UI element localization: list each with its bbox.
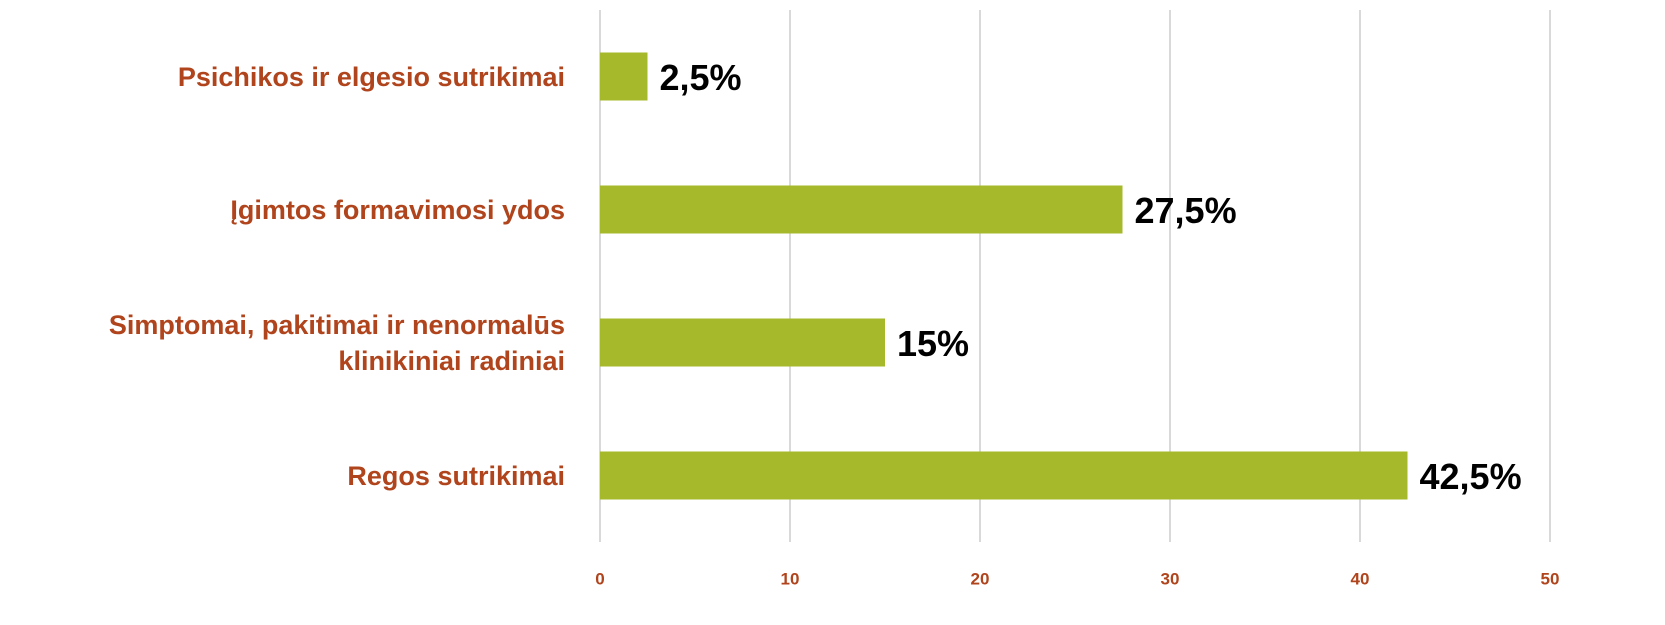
value-label: 42,5% [1420, 456, 1522, 497]
category-label: Regos sutrikimai [347, 460, 565, 491]
x-tick-label: 10 [781, 569, 800, 588]
x-tick-label: 20 [971, 569, 990, 588]
bar [600, 451, 1408, 500]
value-label: 27,5% [1135, 190, 1237, 231]
bar [600, 318, 885, 367]
value-label: 15% [897, 323, 969, 364]
x-tick-label: 50 [1541, 569, 1560, 588]
x-tick-label: 40 [1351, 569, 1370, 588]
bar [600, 185, 1123, 234]
category-label: Psichikos ir elgesio sutrikimai [177, 61, 565, 92]
x-tick-label: 0 [595, 569, 604, 588]
bar [600, 52, 648, 101]
category-label: Simptomai, pakitimai ir nenormalūs klini… [108, 309, 565, 376]
x-tick-label: 30 [1161, 569, 1180, 588]
category-label: Įgimtos formavimosi ydos [230, 194, 565, 225]
value-label: 2,5% [660, 57, 742, 98]
